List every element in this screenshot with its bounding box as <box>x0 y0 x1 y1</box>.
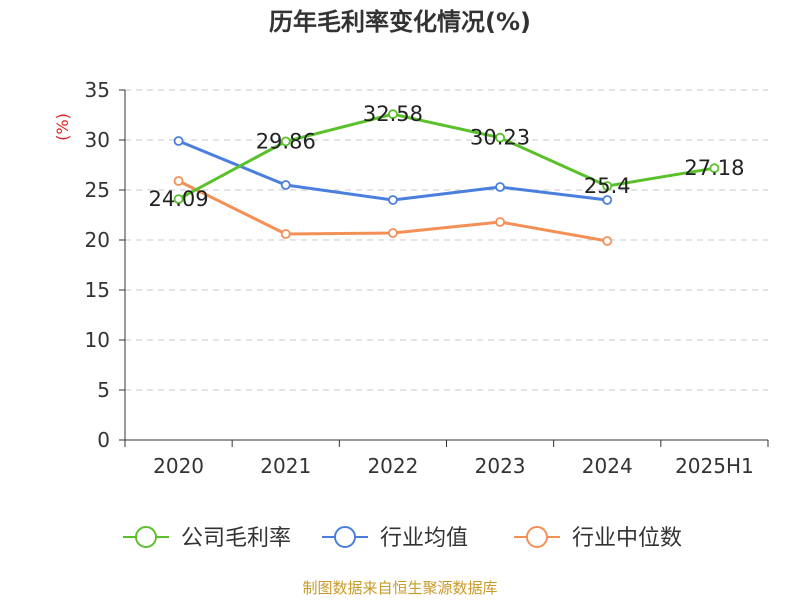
y-tick-label: 30 <box>85 128 110 152</box>
legend-item-2[interactable]: 行业中位数 <box>514 526 682 551</box>
legend-marker-icon <box>135 526 157 548</box>
grid-lines <box>125 89 768 391</box>
data-point <box>280 136 291 147</box>
data-point <box>495 182 505 192</box>
y-tick-label: 20 <box>85 228 110 252</box>
y-tick-label: 0 <box>97 428 110 452</box>
data-point <box>388 109 398 120</box>
data-label: 32.58 <box>363 102 423 126</box>
data-point <box>602 195 613 205</box>
y-axis-label: (%) <box>53 113 72 141</box>
data-point <box>280 180 291 190</box>
data-point <box>388 195 398 205</box>
x-tick-label: 2023 <box>475 454 526 478</box>
series <box>173 109 720 246</box>
series-line-0 <box>177 112 715 201</box>
y-tick-label: 35 <box>85 78 110 102</box>
data-labels: 24.09 29.86 32.58 30.23 25.4 27.18 <box>149 102 745 211</box>
data-point <box>173 176 184 186</box>
legend-item-0[interactable]: 公司毛利率 <box>123 526 291 551</box>
data-point <box>709 163 720 174</box>
x-tick-label: 2025H1 <box>675 454 754 478</box>
chart-title: 历年毛利率变化情况(%) <box>269 8 531 36</box>
data-label: 24.09 <box>149 187 209 211</box>
x-tick-label: 2020 <box>153 454 204 478</box>
data-point <box>388 228 398 238</box>
y-tick-label: 15 <box>85 278 110 302</box>
data-point <box>495 132 505 143</box>
y-tick-label: 25 <box>85 178 110 202</box>
data-point <box>173 194 184 205</box>
data-point <box>602 236 613 246</box>
data-label: 25.4 <box>584 174 631 198</box>
legend-marker-icon <box>526 526 548 548</box>
legend-marker-icon <box>334 526 356 548</box>
legend-label: 行业均值 <box>380 526 468 551</box>
x-tick-label: 2024 <box>582 454 633 478</box>
legend-item-1[interactable]: 行业均值 <box>322 526 468 551</box>
source-note: 制图数据来自恒生聚源数据库 <box>302 579 498 597</box>
legend[interactable]: 公司毛利率 行业均值 行业中位数 <box>123 526 682 551</box>
x-tick-label: 2021 <box>260 454 311 478</box>
y-tick-label: 5 <box>97 378 110 402</box>
axes: 0 5 10 15 20 25 30 35 2020 2021 2022 2023 2024 2025H1… <box>53 78 769 478</box>
series-line-1 <box>178 139 608 202</box>
x-tick-label: 2022 <box>367 454 418 478</box>
data-label: 27.18 <box>684 156 744 180</box>
data-point <box>495 217 505 227</box>
y-tick-label: 10 <box>85 328 110 352</box>
data-label: 30.23 <box>470 126 530 150</box>
data-point <box>280 229 291 239</box>
legend-label: 公司毛利率 <box>181 526 291 551</box>
data-point <box>173 136 184 146</box>
data-point <box>602 181 613 191</box>
legend-label: 行业中位数 <box>572 526 682 551</box>
data-label: 29.86 <box>256 129 316 153</box>
